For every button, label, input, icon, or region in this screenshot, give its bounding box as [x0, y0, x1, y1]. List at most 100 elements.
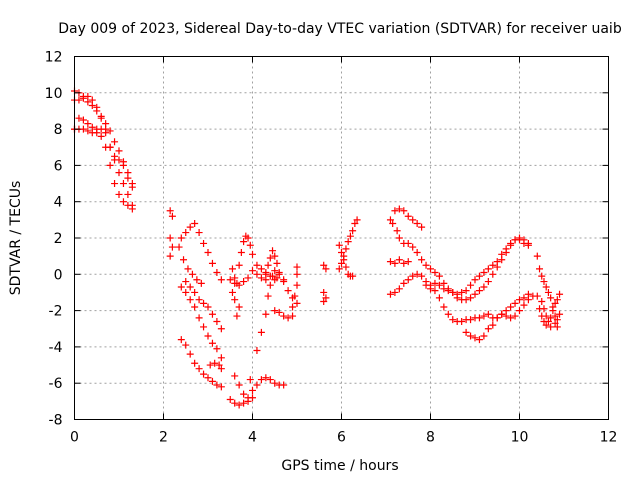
- x-tick-label: 2: [159, 430, 168, 446]
- data-point: [195, 229, 203, 237]
- data-point: [340, 256, 348, 264]
- data-point: [106, 127, 114, 135]
- data-point: [507, 303, 515, 311]
- data-point: [458, 288, 466, 296]
- data-point: [409, 243, 417, 251]
- data-point: [275, 308, 283, 316]
- data-point: [404, 239, 412, 247]
- data-point: [413, 219, 421, 227]
- data-point: [128, 183, 136, 191]
- data-point: [467, 316, 475, 324]
- data-point: [119, 180, 127, 188]
- data-point: [124, 190, 132, 198]
- series-arc-aa: [422, 281, 532, 325]
- data-point: [489, 270, 497, 278]
- data-point: [235, 381, 243, 389]
- data-point: [493, 258, 501, 266]
- data-point: [349, 227, 357, 235]
- data-point: [511, 299, 519, 307]
- data-point: [353, 216, 361, 224]
- data-point: [186, 350, 194, 358]
- data-point: [217, 383, 225, 391]
- data-point: [249, 386, 256, 394]
- data-point: [191, 359, 199, 367]
- data-point: [516, 296, 523, 304]
- data-point: [175, 243, 183, 251]
- data-point: [124, 174, 132, 182]
- y-tick-label: 10: [45, 86, 63, 102]
- data-point: [119, 161, 127, 169]
- data-point: [186, 283, 194, 291]
- data-point: [553, 316, 561, 324]
- data-point: [249, 267, 256, 275]
- data-point: [386, 290, 394, 298]
- data-point: [266, 254, 274, 262]
- data-point: [444, 287, 452, 295]
- series-arc-f: [177, 219, 225, 284]
- data-point: [249, 394, 256, 402]
- data-point: [386, 216, 394, 224]
- data-point: [226, 396, 234, 404]
- data-point: [266, 376, 274, 384]
- y-tick-label: 0: [54, 267, 63, 283]
- data-point: [427, 285, 434, 293]
- x-tick-label: 8: [426, 430, 435, 446]
- data-point: [257, 265, 265, 273]
- series-arc-z: [386, 236, 532, 298]
- data-point: [289, 312, 297, 320]
- data-point: [208, 339, 216, 347]
- data-point: [115, 190, 123, 198]
- data-point: [484, 278, 492, 286]
- data-point: [431, 268, 439, 276]
- data-point: [213, 381, 221, 389]
- data-point: [418, 256, 426, 264]
- data-point: [293, 299, 301, 307]
- data-point: [293, 270, 301, 278]
- data-point: [97, 114, 105, 122]
- x-tick-label: 4: [248, 430, 257, 446]
- data-point: [489, 321, 497, 329]
- data-point: [177, 336, 185, 344]
- y-tick-label: -4: [49, 340, 63, 356]
- data-point: [217, 365, 225, 373]
- data-point: [168, 243, 176, 251]
- data-point: [271, 267, 279, 275]
- data-point: [246, 376, 254, 384]
- data-point: [422, 261, 430, 269]
- series-arc-y: [386, 256, 412, 267]
- data-point: [467, 281, 475, 289]
- data-point: [262, 268, 270, 276]
- data-point: [262, 374, 270, 382]
- data-point: [404, 276, 412, 284]
- data-point: [538, 272, 546, 280]
- data-point: [84, 127, 92, 135]
- data-point: [124, 201, 132, 209]
- data-point: [549, 307, 557, 315]
- data-point: [467, 294, 475, 302]
- data-point: [404, 212, 412, 220]
- data-point: [480, 268, 488, 276]
- data-point: [75, 96, 83, 104]
- data-point: [280, 278, 288, 286]
- series-arc-p: [228, 288, 243, 320]
- series-arc-a: [71, 87, 136, 188]
- data-point: [395, 285, 403, 293]
- data-point: [400, 279, 408, 287]
- data-point: [275, 268, 283, 276]
- data-point: [204, 303, 212, 311]
- data-point: [322, 265, 330, 273]
- data-point: [351, 219, 359, 227]
- data-point: [193, 276, 201, 284]
- data-point: [200, 323, 208, 331]
- y-tick-label: -6: [49, 376, 63, 392]
- data-point: [338, 259, 345, 267]
- data-point: [111, 180, 119, 188]
- data-point: [471, 290, 479, 298]
- data-point: [471, 334, 479, 342]
- series-arc-i: [182, 278, 225, 333]
- data-point: [166, 234, 174, 242]
- data-point: [257, 274, 265, 282]
- data-point: [235, 303, 243, 311]
- data-point: [389, 219, 397, 227]
- data-point: [235, 261, 243, 269]
